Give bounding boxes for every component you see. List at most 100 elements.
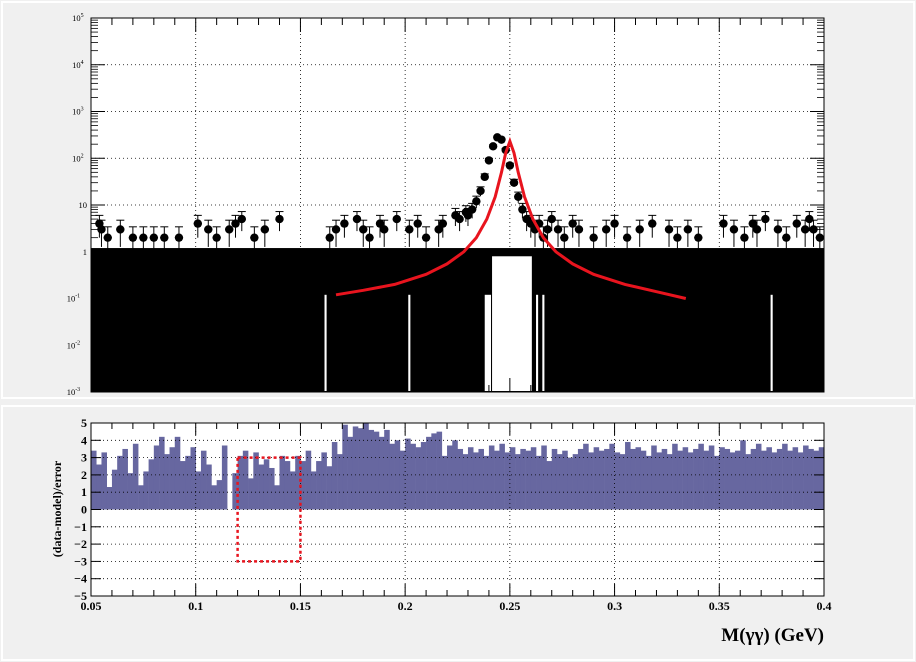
residual-bar — [164, 454, 170, 510]
data-point — [648, 219, 657, 228]
data-point — [174, 233, 184, 242]
residual-bar — [536, 455, 542, 510]
residual-bar — [310, 471, 317, 510]
residual-bar — [703, 450, 710, 510]
data-point — [694, 233, 703, 242]
residual-bar — [625, 442, 631, 510]
residual-bar — [462, 454, 469, 510]
residual-bar — [740, 440, 746, 510]
data-point — [413, 219, 422, 228]
residual-bar — [745, 454, 751, 510]
top-y-tick-label: 10-2 — [67, 340, 81, 350]
data-point — [484, 156, 494, 165]
residual-bar — [426, 436, 432, 510]
data-band-gap — [408, 294, 411, 391]
data-point — [476, 186, 485, 196]
residual-bar — [787, 450, 793, 510]
data-point — [204, 225, 213, 234]
data-point — [805, 214, 814, 224]
residual-bar — [300, 461, 306, 510]
data-point — [421, 233, 431, 242]
bottom-y-tick-label: 3 — [81, 451, 87, 465]
bottom-y-tick-label: 1 — [81, 485, 87, 499]
top-panel: 10-3 10-2 10-1 1 10 102 103 104 105 — [67, 13, 825, 397]
residual-bar — [190, 447, 197, 510]
data-point — [231, 219, 240, 228]
residual-bar — [729, 452, 736, 510]
residual-bar — [677, 450, 683, 510]
top-y-tick-label: 10-3 — [67, 387, 81, 397]
data-point — [673, 233, 682, 242]
data-point — [139, 233, 148, 242]
data-point — [488, 142, 498, 151]
data-point — [505, 161, 515, 170]
bottom-x-tick-label: 0.35 — [709, 599, 730, 613]
residual-bar — [562, 450, 568, 510]
residual-bar — [719, 447, 725, 510]
data-point — [434, 225, 443, 234]
residual-bar — [583, 443, 589, 510]
data-point — [589, 233, 598, 242]
residual-bar — [368, 429, 375, 510]
data-point — [237, 214, 246, 224]
data-point — [719, 219, 728, 228]
residual-bar — [436, 431, 443, 510]
residual-bar — [499, 443, 505, 510]
residual-bar — [609, 443, 615, 510]
data-point — [610, 219, 619, 228]
data-point — [748, 219, 757, 228]
residual-bar — [373, 431, 380, 510]
residual-bar — [635, 447, 642, 510]
bottom-axes: −5 −4 −3 −2 −1 0 1 2 3 4 5 0.05 0.1 0.15 0.2 0.25 0.3 0.3… — [74, 416, 831, 613]
residual-bar — [672, 443, 678, 510]
bottom-x-tick-label: 0.05 — [81, 599, 102, 613]
data-point — [365, 233, 374, 242]
data-point — [260, 225, 270, 234]
bottom-panel: −5 −4 −3 −2 −1 0 1 2 3 4 5 0.05 0.1 0.15 0.2 0.25 0.3 0.3… — [50, 416, 832, 646]
residual-bar — [331, 442, 338, 510]
fit-curve — [335, 136, 687, 300]
residual-bar — [132, 443, 139, 510]
residual-bar — [761, 450, 767, 510]
residual-bar — [640, 450, 647, 510]
residual-bar — [221, 445, 228, 510]
residual-bar — [185, 455, 191, 510]
data-point — [782, 233, 791, 242]
data-point — [331, 225, 341, 234]
top-y-tick-label: 1 — [83, 247, 87, 257]
residual-bar — [200, 450, 207, 510]
residual-bars — [91, 423, 825, 510]
top-y-tick-label: 104 — [72, 60, 84, 70]
data-point — [103, 233, 112, 242]
residual-bar — [106, 487, 113, 510]
data-point — [497, 135, 506, 144]
data-point — [116, 225, 125, 234]
residual-bar — [808, 448, 814, 510]
residual-bar — [520, 448, 526, 510]
data-point — [729, 225, 739, 234]
residual-bar — [122, 448, 128, 510]
residual-bar — [698, 443, 704, 510]
residual-bar — [614, 452, 621, 510]
data-point — [463, 211, 473, 220]
residual-bar — [138, 485, 144, 510]
data-point — [518, 205, 527, 214]
residual-bar — [91, 450, 97, 510]
residual-bar — [525, 450, 532, 510]
residual-bar — [483, 455, 490, 510]
data-point — [574, 225, 584, 234]
residual-bar — [111, 469, 118, 510]
residual-bar — [180, 461, 186, 510]
residual-bar — [159, 436, 165, 510]
bottom-x-tick-label: 0.25 — [499, 599, 520, 613]
residual-bar — [441, 455, 448, 510]
bottom-y-tick-label: −5 — [74, 589, 87, 603]
residual-bar — [143, 471, 149, 510]
bottom-y-tick-label: −4 — [74, 572, 87, 586]
top-y-tick-label: 102 — [72, 153, 84, 163]
data-point — [149, 233, 159, 242]
data-point — [683, 225, 693, 234]
data-point — [438, 219, 448, 228]
data-band-gap — [770, 294, 773, 391]
